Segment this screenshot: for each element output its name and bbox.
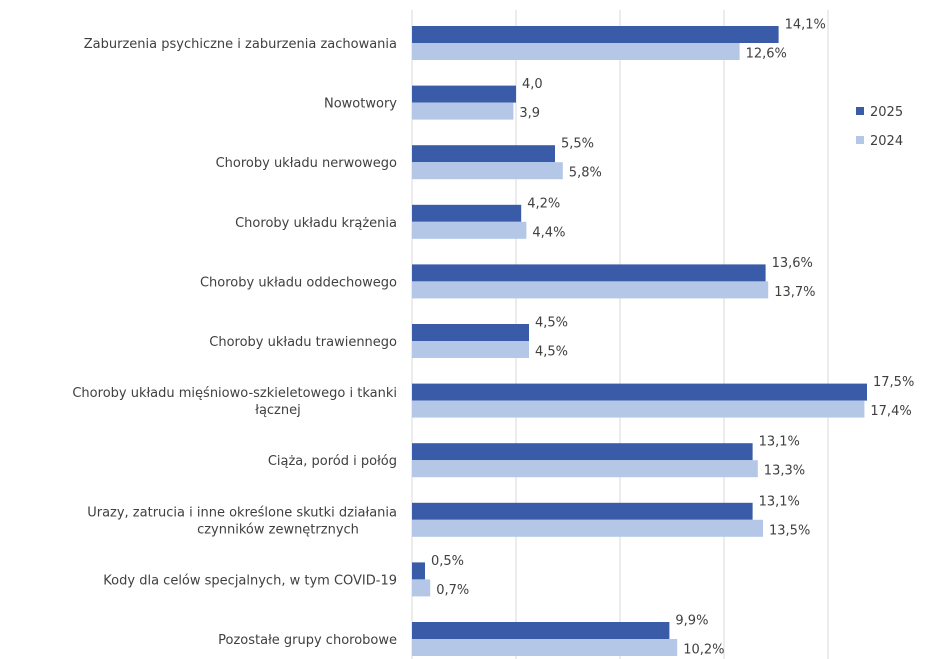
gridlines xyxy=(411,10,829,659)
value-label-2025: 13,1% xyxy=(759,435,800,450)
category-label: Choroby układu oddechowego xyxy=(200,275,397,290)
value-label-2024: 13,5% xyxy=(769,523,810,538)
category-label: Urazy, zatrucia i inne określone skutki … xyxy=(87,505,397,520)
value-label-2024: 13,3% xyxy=(764,464,805,479)
category-label: czynników zewnętrznych xyxy=(197,522,359,537)
bar-2024 xyxy=(412,43,740,60)
value-label-2024: 4,4% xyxy=(532,225,565,240)
bar-2024 xyxy=(412,579,431,597)
value-label-2024: 0,7% xyxy=(436,583,469,598)
value-label-2025: 4,0 xyxy=(522,77,543,92)
bars xyxy=(412,26,867,656)
legend: 2025 2024 xyxy=(856,105,903,149)
legend-swatch-2024 xyxy=(856,136,864,144)
category-labels: Zaburzenia psychiczne i zaburzenia zacho… xyxy=(72,37,397,648)
bar-2024 xyxy=(412,341,529,358)
bar-2025 xyxy=(412,85,516,103)
value-label-2025: 5,5% xyxy=(561,137,594,152)
value-label-2025: 13,6% xyxy=(772,256,813,271)
category-label: Choroby układu trawiennego xyxy=(209,335,397,350)
category-label: Zaburzenia psychiczne i zaburzenia zacho… xyxy=(84,37,397,52)
value-label-2024: 17,4% xyxy=(870,404,911,419)
bar-2024 xyxy=(412,400,865,418)
bar-2025 xyxy=(412,562,425,580)
category-label: Pozostałe grupy chorobowe xyxy=(218,633,397,648)
bar-2025 xyxy=(412,145,555,163)
value-label-2025: 9,9% xyxy=(675,614,708,629)
bar-2024 xyxy=(412,102,514,120)
bar-2024 xyxy=(412,221,527,239)
bar-2024 xyxy=(412,162,563,180)
value-label-2024: 12,6% xyxy=(746,47,787,62)
value-label-2024: 3,9 xyxy=(519,106,540,121)
bar-2024 xyxy=(412,460,758,478)
value-label-2025: 17,5% xyxy=(873,375,914,390)
bar-2025 xyxy=(412,324,529,341)
legend-swatch-2025 xyxy=(856,107,864,115)
category-label: Ciąża, poród i połóg xyxy=(268,454,397,469)
value-label-2025: 4,2% xyxy=(527,196,560,211)
bar-2024 xyxy=(412,281,769,299)
bar-2025 xyxy=(412,26,779,43)
legend-label-2024: 2024 xyxy=(870,134,903,149)
legend-label-2025: 2025 xyxy=(870,105,903,120)
category-label: łącznej xyxy=(255,403,300,418)
bar-2025 xyxy=(412,383,867,401)
value-label-2024: 4,5% xyxy=(535,345,568,360)
value-label-2024: 10,2% xyxy=(683,643,724,658)
bar-2025 xyxy=(412,204,522,222)
value-label-2024: 13,7% xyxy=(774,285,815,300)
category-label: Choroby układu mięśniowo-szkieletowego i… xyxy=(72,386,397,401)
value-label-2025: 0,5% xyxy=(431,554,464,569)
value-label-2025: 13,1% xyxy=(759,494,800,509)
bar-2024 xyxy=(412,519,763,537)
bar-2025 xyxy=(412,502,753,520)
value-label-2025: 4,5% xyxy=(535,316,568,331)
value-label-2024: 5,8% xyxy=(569,166,602,181)
value-label-2025: 14,1% xyxy=(785,18,826,33)
bar-2025 xyxy=(412,264,766,282)
category-label: Choroby układu krążenia xyxy=(235,216,397,231)
category-label: Choroby układu nerwowego xyxy=(216,156,397,171)
value-labels: 14,1% 12,6% 4,0 3,9 5,5% 5,8% 4,2% 4,4% 13,6% 13,… xyxy=(431,18,914,658)
bar-2025 xyxy=(412,622,670,639)
bar-2025 xyxy=(412,443,753,461)
bar-2024 xyxy=(412,639,678,656)
category-label: Kody dla celów specjalnych, w tym COVID-… xyxy=(103,573,397,588)
category-label: Nowotwory xyxy=(324,97,397,112)
